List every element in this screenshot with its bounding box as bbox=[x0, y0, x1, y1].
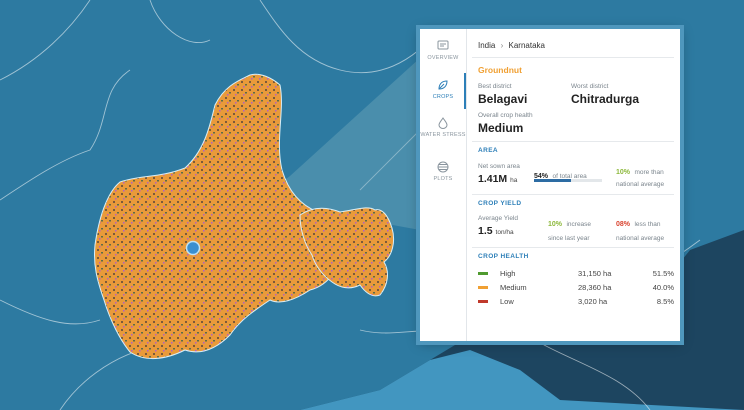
breadcrumb: India › Karnataka bbox=[478, 41, 545, 50]
area-share-bar-fill bbox=[534, 179, 571, 182]
area-section-title: AREA bbox=[478, 147, 499, 154]
net-sown-value: 1.41M ha bbox=[478, 173, 517, 185]
header-divider bbox=[472, 57, 674, 58]
breadcrumb-separator: › bbox=[500, 41, 504, 50]
divider-health bbox=[472, 247, 674, 248]
health-area-low: 3,020 ha bbox=[578, 297, 608, 306]
divider-yield bbox=[472, 194, 674, 195]
health-section-title: CROP HEALTH bbox=[478, 253, 529, 260]
nav-crops[interactable]: CROPS bbox=[420, 78, 466, 101]
district-east-patch[interactable] bbox=[299, 207, 395, 297]
yield-section-title: CROP YIELD bbox=[478, 200, 522, 207]
health-swatch-low bbox=[478, 300, 488, 303]
nav-overview-label: OVERVIEW bbox=[427, 55, 459, 61]
nav-crops-label: CROPS bbox=[432, 94, 454, 100]
area-share: 54% of total area bbox=[534, 165, 587, 183]
yield-comparison: 08% less than national average bbox=[616, 216, 664, 244]
health-label-medium: Medium bbox=[500, 283, 527, 292]
area-vs-national-text2: national average bbox=[616, 181, 665, 188]
info-panel: OVERVIEW CROPS WATER STRESS PLOTS India … bbox=[420, 29, 680, 341]
health-label-high: High bbox=[500, 269, 516, 278]
avg-yield-label: Average Yield bbox=[478, 215, 518, 222]
nav-water-stress-label: WATER STRESS bbox=[420, 132, 466, 138]
avg-yield-unit: ton/ha bbox=[495, 229, 514, 236]
best-district-label: Best district bbox=[478, 83, 512, 90]
yield-vs-national-text2: national average bbox=[616, 235, 665, 242]
best-district-value: Belagavi bbox=[478, 92, 528, 106]
water-drop-icon bbox=[438, 117, 448, 130]
nav-overview[interactable]: OVERVIEW bbox=[420, 39, 466, 62]
area-vs-national-pct: 10% bbox=[616, 169, 631, 176]
area-share-pct: 54% bbox=[534, 173, 549, 180]
overall-health-value: Medium bbox=[478, 121, 524, 135]
nav-plots-label: PLOTS bbox=[433, 176, 453, 182]
nav-active-indicator bbox=[464, 73, 466, 109]
health-label-low: Low bbox=[500, 297, 514, 306]
area-vs-national-text1: more than bbox=[634, 169, 664, 176]
health-row-medium: Medium 28,360 ha 40.0% bbox=[478, 283, 674, 295]
breadcrumb-state[interactable]: Karnataka bbox=[508, 41, 545, 50]
area-share-text: of total area bbox=[552, 173, 587, 180]
avg-yield-value: 1.5 ton/ha bbox=[478, 225, 514, 237]
yield-change-pct: 10% bbox=[548, 221, 563, 228]
health-pct-high: 51.5% bbox=[652, 269, 674, 278]
net-sown-unit: ha bbox=[510, 177, 518, 184]
net-sown-number: 1.41M bbox=[478, 173, 508, 185]
health-area-high: 31,150 ha bbox=[578, 269, 612, 278]
overall-health-label: Overall crop health bbox=[478, 112, 533, 119]
health-row-low: Low 3,020 ha 8.5% bbox=[478, 297, 674, 309]
health-swatch-high bbox=[478, 272, 488, 275]
side-nav: OVERVIEW CROPS WATER STRESS PLOTS bbox=[420, 29, 467, 341]
divider-area bbox=[472, 141, 674, 142]
breadcrumb-country[interactable]: India bbox=[478, 41, 496, 50]
yield-change: 10% increase since last year bbox=[548, 216, 591, 244]
health-pct-medium: 40.0% bbox=[652, 283, 674, 292]
health-row-high: High 31,150 ha 51.5% bbox=[478, 269, 674, 281]
yield-vs-national-text1: less than bbox=[634, 221, 661, 228]
yield-change-text1: increase bbox=[566, 221, 592, 228]
health-swatch-medium bbox=[478, 286, 488, 289]
crop-name: Groundnut bbox=[478, 65, 522, 75]
area-comparison: 10% more than national average bbox=[616, 165, 664, 189]
plots-globe-icon bbox=[437, 161, 449, 173]
worst-district-value: Chitradurga bbox=[571, 92, 640, 106]
yield-change-text2: since last year bbox=[548, 235, 590, 242]
nav-water-stress[interactable]: WATER STRESS bbox=[420, 116, 466, 139]
location-marker[interactable] bbox=[185, 240, 201, 256]
zoom-wedge bbox=[193, 58, 420, 248]
health-area-medium: 28,360 ha bbox=[578, 283, 612, 292]
leaf-icon bbox=[438, 80, 448, 90]
net-sown-label: Net sown area bbox=[478, 163, 520, 170]
panel-content: India › Karnataka Groundnut Best distric… bbox=[466, 29, 680, 341]
yield-vs-national-pct: 08% bbox=[616, 221, 631, 228]
worst-district-label: Worst district bbox=[571, 83, 609, 90]
avg-yield-number: 1.5 bbox=[478, 225, 493, 237]
area-share-bar bbox=[534, 179, 602, 182]
health-pct-low: 8.5% bbox=[656, 297, 674, 306]
overview-icon bbox=[437, 40, 449, 50]
nav-plots[interactable]: PLOTS bbox=[420, 160, 466, 183]
neighbor-region-south bbox=[300, 350, 744, 410]
